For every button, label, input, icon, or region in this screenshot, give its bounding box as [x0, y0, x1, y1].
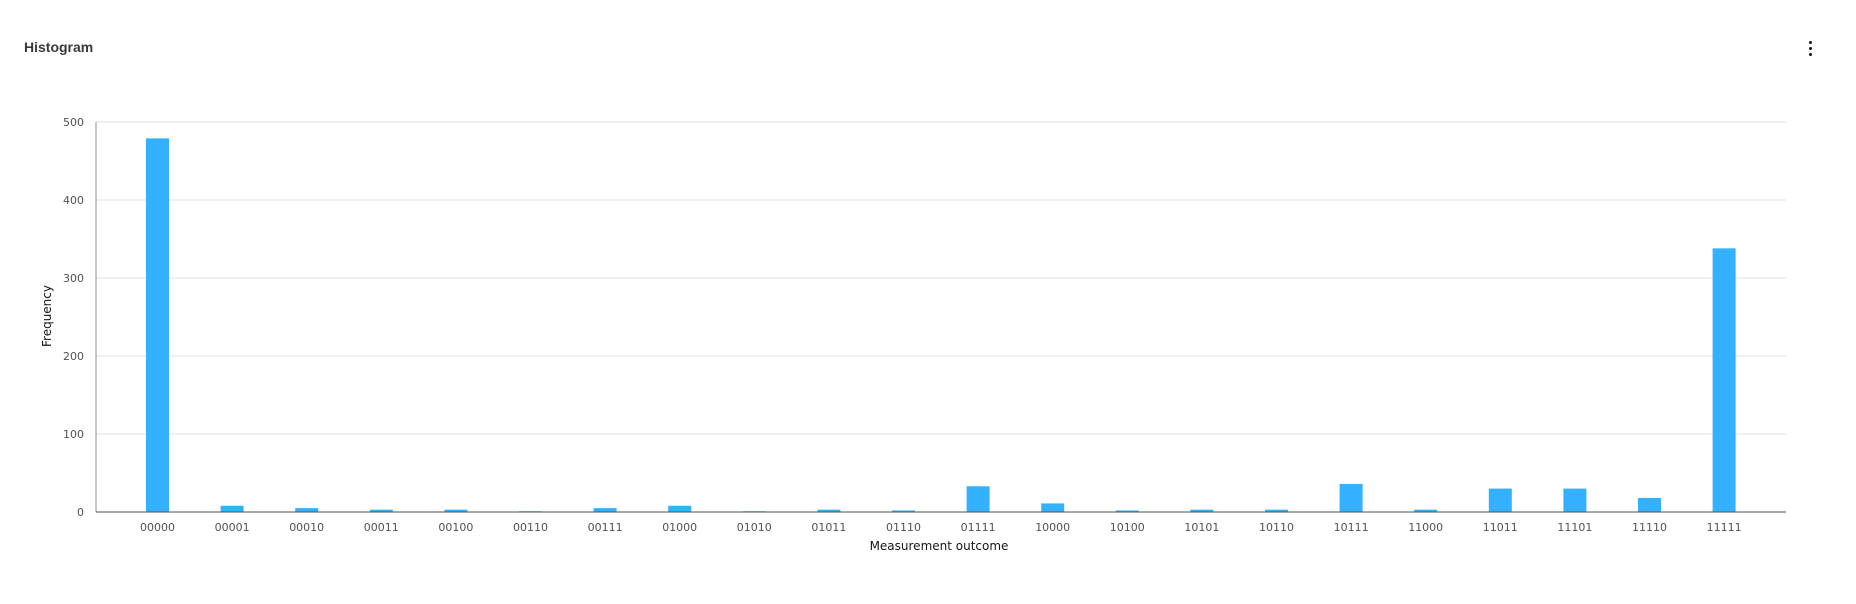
y-axis-ticks: 0 100 200 300 400 500: [63, 116, 84, 519]
card-header: Histogram: [0, 0, 1856, 90]
overflow-menu-vertical-icon: [1808, 40, 1812, 56]
bar-10100[interactable]: [1115, 510, 1139, 512]
bar-10111[interactable]: [1339, 483, 1363, 512]
bar-11011[interactable]: [1488, 488, 1512, 512]
overflow-menu-button[interactable]: [1792, 30, 1828, 66]
x-axis-title: Measurement outcome: [870, 539, 1009, 553]
x-tick-label: 01010: [737, 521, 772, 534]
y-axis-title: Frequency: [40, 285, 54, 347]
x-tick-label: 01000: [662, 521, 697, 534]
bar-01111[interactable]: [966, 486, 990, 512]
grid-lines: [96, 121, 1786, 435]
bar-10101[interactable]: [1190, 509, 1214, 512]
bar-00010[interactable]: [295, 508, 319, 512]
y-tick-label: 500: [63, 116, 84, 129]
y-tick-label: 100: [63, 428, 84, 441]
bars: [146, 138, 1736, 513]
x-tick-label: 01011: [811, 521, 846, 534]
x-tick-label: 11110: [1632, 521, 1667, 534]
x-tick-label: 00000: [140, 521, 175, 534]
bar-00100[interactable]: [444, 509, 468, 512]
x-tick-label: 00010: [289, 521, 324, 534]
y-tick-label: 0: [77, 506, 84, 519]
x-tick-label: 10110: [1259, 521, 1294, 534]
x-tick-label: 00100: [438, 521, 473, 534]
x-tick-label: 00001: [215, 521, 250, 534]
x-axis-ticks: 00000 00001 00010 00011 00100 00110 00111 01000…: [140, 521, 1742, 534]
x-tick-label: 11111: [1707, 521, 1742, 534]
bar-10110[interactable]: [1265, 509, 1288, 512]
x-tick-label: 00111: [588, 521, 623, 534]
card-title: Histogram: [24, 39, 94, 55]
x-tick-label: 11000: [1408, 521, 1443, 534]
y-tick-label: 400: [63, 194, 84, 207]
bar-01000[interactable]: [668, 505, 692, 512]
y-tick-label: 200: [63, 350, 84, 363]
x-tick-label: 10101: [1184, 521, 1219, 534]
x-tick-label: 01110: [886, 521, 921, 534]
bar-00111[interactable]: [593, 508, 617, 512]
bar-11000[interactable]: [1414, 509, 1438, 512]
bar-00000[interactable]: [146, 138, 169, 512]
x-tick-label: 01111: [961, 521, 996, 534]
x-tick-label: 00110: [513, 521, 548, 534]
bar-00001[interactable]: [220, 505, 244, 512]
x-tick-label: 10100: [1110, 521, 1145, 534]
bar-00011[interactable]: [369, 509, 393, 512]
bar-11110[interactable]: [1638, 497, 1661, 512]
x-tick-label: 10000: [1035, 521, 1070, 534]
bar-01110[interactable]: [892, 510, 915, 512]
x-tick-label: 00011: [364, 521, 399, 534]
bar-01011[interactable]: [817, 509, 841, 512]
x-tick-label: 11011: [1483, 521, 1518, 534]
x-tick-label: 10111: [1334, 521, 1369, 534]
y-tick-label: 300: [63, 272, 84, 285]
bar-11111[interactable]: [1712, 248, 1736, 513]
bar-11101[interactable]: [1563, 488, 1587, 512]
x-tick-label: 11101: [1557, 521, 1592, 534]
bar-10000[interactable]: [1041, 503, 1065, 512]
